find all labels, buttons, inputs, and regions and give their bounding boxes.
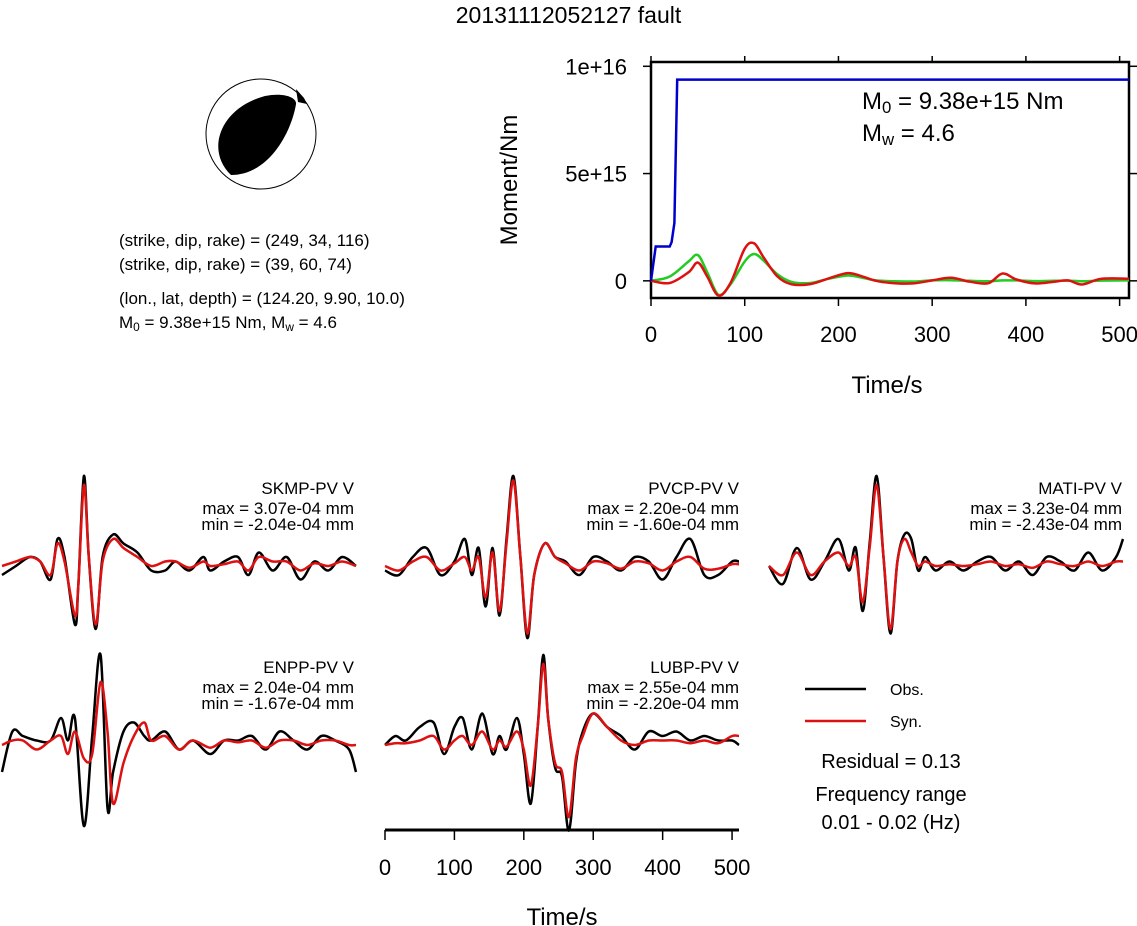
- focal-line-2: (strike, dip, rake) = (39, 60, 74): [119, 255, 352, 274]
- moment-xtick-label: 500: [1101, 322, 1137, 347]
- waveform-synthetic-line: [768, 483, 1124, 631]
- waveform-time-axis: 0 100 200 300 400 500 Time/s: [379, 828, 751, 926]
- station-max: max = 3.23e-04 mm: [970, 499, 1122, 518]
- moment-mw-symbol: M: [862, 120, 882, 147]
- station-max: max = 2.20e-04 mm: [587, 499, 739, 518]
- waveform-xtick-label: 100: [436, 855, 473, 880]
- page-title: 20131112052127 fault: [455, 2, 682, 28]
- legend-frequency-title: Frequency range: [815, 784, 966, 806]
- station-name: ENPP-PV V: [263, 658, 354, 677]
- focal-mw-value: = 4.6: [293, 313, 337, 332]
- focal-moment-line: M0 = 9.38e+15 Nm, Mw = 4.6: [119, 314, 337, 334]
- waveform-xtick-label: 200: [505, 855, 542, 880]
- station-min: min = -2.04e-04 mm: [201, 515, 354, 534]
- waveform-synthetic-line: [1, 680, 357, 805]
- station-name: SKMP-PV V: [261, 479, 354, 498]
- moment-source-green-line: [650, 252, 1130, 297]
- station-name: MATI-PV V: [1038, 479, 1122, 498]
- moment-mw-label: Mw = 4.6: [862, 122, 955, 149]
- legend: Obs. Syn. Residual = 0.13 Frequency rang…: [805, 682, 967, 834]
- legend-residual: Residual = 0.13: [821, 751, 961, 773]
- waveform-synthetic-line: [1, 483, 357, 626]
- beachball: [205, 78, 317, 190]
- moment-m0-label: M0 = 9.38e+15 Nm: [862, 90, 1063, 117]
- station-max: max = 3.07e-04 mm: [202, 499, 354, 518]
- moment-ytick-label: 5e+15: [565, 162, 627, 187]
- waveform-synthetic-line: [384, 662, 740, 819]
- moment-xtick-label: 0: [645, 322, 657, 347]
- moment-xtick-label: 400: [1008, 322, 1045, 347]
- focal-mw-sub: w: [285, 319, 294, 334]
- legend-obs-label: Obs.: [890, 682, 924, 699]
- moment-source-red-line: [650, 241, 1130, 297]
- legend-syn-label: Syn.: [890, 714, 922, 731]
- moment-mw-sub: w: [882, 130, 895, 150]
- station-min: min = -2.43e-04 mm: [969, 515, 1122, 534]
- waveform-xlabel: Time/s: [526, 904, 597, 926]
- waveform-xtick-label: 300: [575, 855, 612, 880]
- moment-m0-symbol: M: [862, 88, 882, 115]
- moment-ylabel: Moment/Nm: [496, 115, 523, 246]
- moment-m0-sub: 0: [882, 98, 892, 118]
- station-min: min = -2.20e-04 mm: [586, 694, 739, 713]
- moment-ytick-label: 0: [615, 269, 627, 294]
- focal-mw-symbol: M: [271, 313, 286, 332]
- waveform-xtick-label: 400: [644, 855, 681, 880]
- moment-xtick-label: 100: [726, 322, 763, 347]
- station-min: min = -1.60e-04 mm: [586, 515, 739, 534]
- waveform-xtick-label: 500: [714, 855, 751, 880]
- beachball-compression-cap: [296, 89, 307, 104]
- station-max: max = 2.04e-04 mm: [202, 678, 354, 697]
- legend-frequency-value: 0.01 - 0.02 (Hz): [822, 812, 961, 834]
- moment-xtick-label: 300: [914, 322, 951, 347]
- focal-line-1: (strike, dip, rake) = (249, 34, 116): [119, 231, 370, 250]
- waveform-synthetic-line: [384, 479, 740, 635]
- station-max: max = 2.55e-04 mm: [587, 678, 739, 697]
- station-min: min = -1.67e-04 mm: [201, 694, 354, 713]
- moment-xtick-label: 200: [820, 322, 857, 347]
- focal-m0-symbol: M: [119, 313, 134, 332]
- station-name: LUBP-PV V: [650, 658, 739, 677]
- moment-ytick-label: 1e+16: [565, 54, 627, 79]
- focal-m0-sub: 0: [133, 319, 140, 334]
- waveform-observed-line: [0, 652, 358, 828]
- moment-plot-frame: [649, 60, 1131, 300]
- moment-cumulative-line: [649, 78, 1129, 281]
- moment-mw-text: = 4.6: [894, 120, 955, 147]
- focal-line-3: (lon., lat, depth) = (124.20, 9.90, 10.0…: [119, 289, 405, 308]
- moment-m0-text: = 9.38e+15 Nm: [891, 88, 1064, 115]
- station-name: PVCP-PV V: [648, 479, 739, 498]
- moment-xlabel: Time/s: [851, 372, 922, 399]
- focal-m0-value: = 9.38e+15 Nm,: [139, 313, 272, 332]
- moment-plot: 0 5e+15 1e+16 0 100 200 300 400 500 Moment/Nm T…: [496, 54, 1137, 399]
- waveform-xtick-label: 0: [379, 855, 391, 880]
- beachball-compression-quadrant: [218, 94, 297, 175]
